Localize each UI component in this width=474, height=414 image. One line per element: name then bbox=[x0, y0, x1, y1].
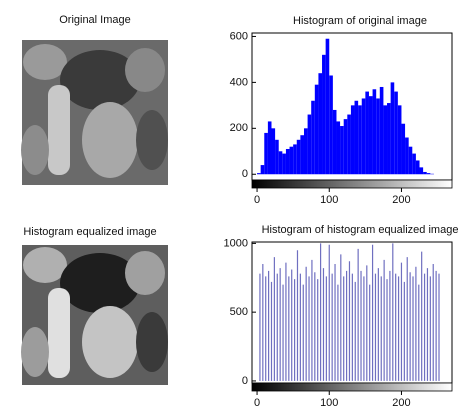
bar bbox=[329, 75, 333, 175]
bar bbox=[289, 146, 294, 175]
bar bbox=[296, 139, 301, 175]
bar bbox=[285, 148, 290, 175]
x-tick-label: 200 bbox=[392, 194, 410, 206]
bar bbox=[318, 73, 323, 175]
bar bbox=[368, 96, 373, 175]
bar bbox=[376, 98, 380, 175]
bar bbox=[325, 38, 330, 175]
bar bbox=[322, 54, 326, 175]
bar bbox=[405, 137, 409, 175]
y-tick-label: 500 bbox=[230, 306, 248, 318]
y-tick-label: 400 bbox=[230, 76, 248, 88]
bar bbox=[278, 151, 283, 175]
bar bbox=[343, 119, 348, 175]
y-tick-label: 1000 bbox=[224, 237, 248, 249]
colorbar bbox=[251, 179, 453, 189]
original-image bbox=[21, 40, 168, 185]
y-tick-label: 200 bbox=[230, 122, 248, 134]
y-tick-label: 0 bbox=[242, 375, 248, 387]
bar bbox=[267, 121, 272, 175]
bar bbox=[271, 128, 276, 175]
bar bbox=[260, 165, 265, 175]
bar bbox=[415, 160, 420, 175]
bar bbox=[390, 82, 395, 175]
y-tick-label: 600 bbox=[230, 30, 248, 42]
equalized-image bbox=[21, 245, 168, 385]
bar bbox=[423, 171, 427, 175]
bar bbox=[350, 105, 355, 175]
x-tick-label: 0 bbox=[254, 397, 260, 409]
bar bbox=[307, 114, 312, 175]
bar bbox=[379, 86, 384, 175]
bar bbox=[426, 173, 431, 175]
bar bbox=[397, 105, 402, 175]
bar bbox=[354, 100, 359, 175]
image-title: Histogram equalized image bbox=[23, 226, 156, 238]
bar bbox=[257, 173, 261, 175]
x-tick-label: 100 bbox=[320, 397, 338, 409]
bar bbox=[387, 103, 391, 175]
bar bbox=[365, 91, 369, 175]
bar bbox=[264, 132, 268, 175]
bar bbox=[412, 153, 416, 175]
bar bbox=[358, 105, 362, 175]
bar bbox=[282, 153, 286, 175]
colorbar bbox=[251, 382, 453, 392]
bar bbox=[347, 114, 351, 175]
bar bbox=[361, 98, 366, 175]
bar bbox=[300, 135, 304, 175]
bar bbox=[314, 84, 319, 175]
x-tick-label: 100 bbox=[320, 194, 338, 206]
bar bbox=[401, 123, 406, 175]
x-tick-label: 0 bbox=[254, 194, 260, 206]
bar bbox=[372, 89, 377, 175]
bar bbox=[394, 91, 398, 175]
x-tick-label: 200 bbox=[392, 397, 410, 409]
y-tick-label: 0 bbox=[242, 168, 248, 180]
bar bbox=[419, 167, 424, 175]
bar bbox=[340, 126, 344, 175]
bar bbox=[408, 146, 413, 175]
chart-title: Histogram of original image bbox=[293, 15, 427, 27]
bar bbox=[303, 128, 308, 175]
image-title: Original Image bbox=[59, 14, 131, 26]
bar bbox=[311, 100, 315, 175]
bar bbox=[383, 105, 388, 175]
bar bbox=[332, 109, 337, 175]
bar bbox=[275, 139, 279, 175]
bar bbox=[293, 144, 297, 175]
bar bbox=[336, 121, 341, 175]
chart-title: Histogram of histogram equalized image bbox=[262, 224, 459, 236]
